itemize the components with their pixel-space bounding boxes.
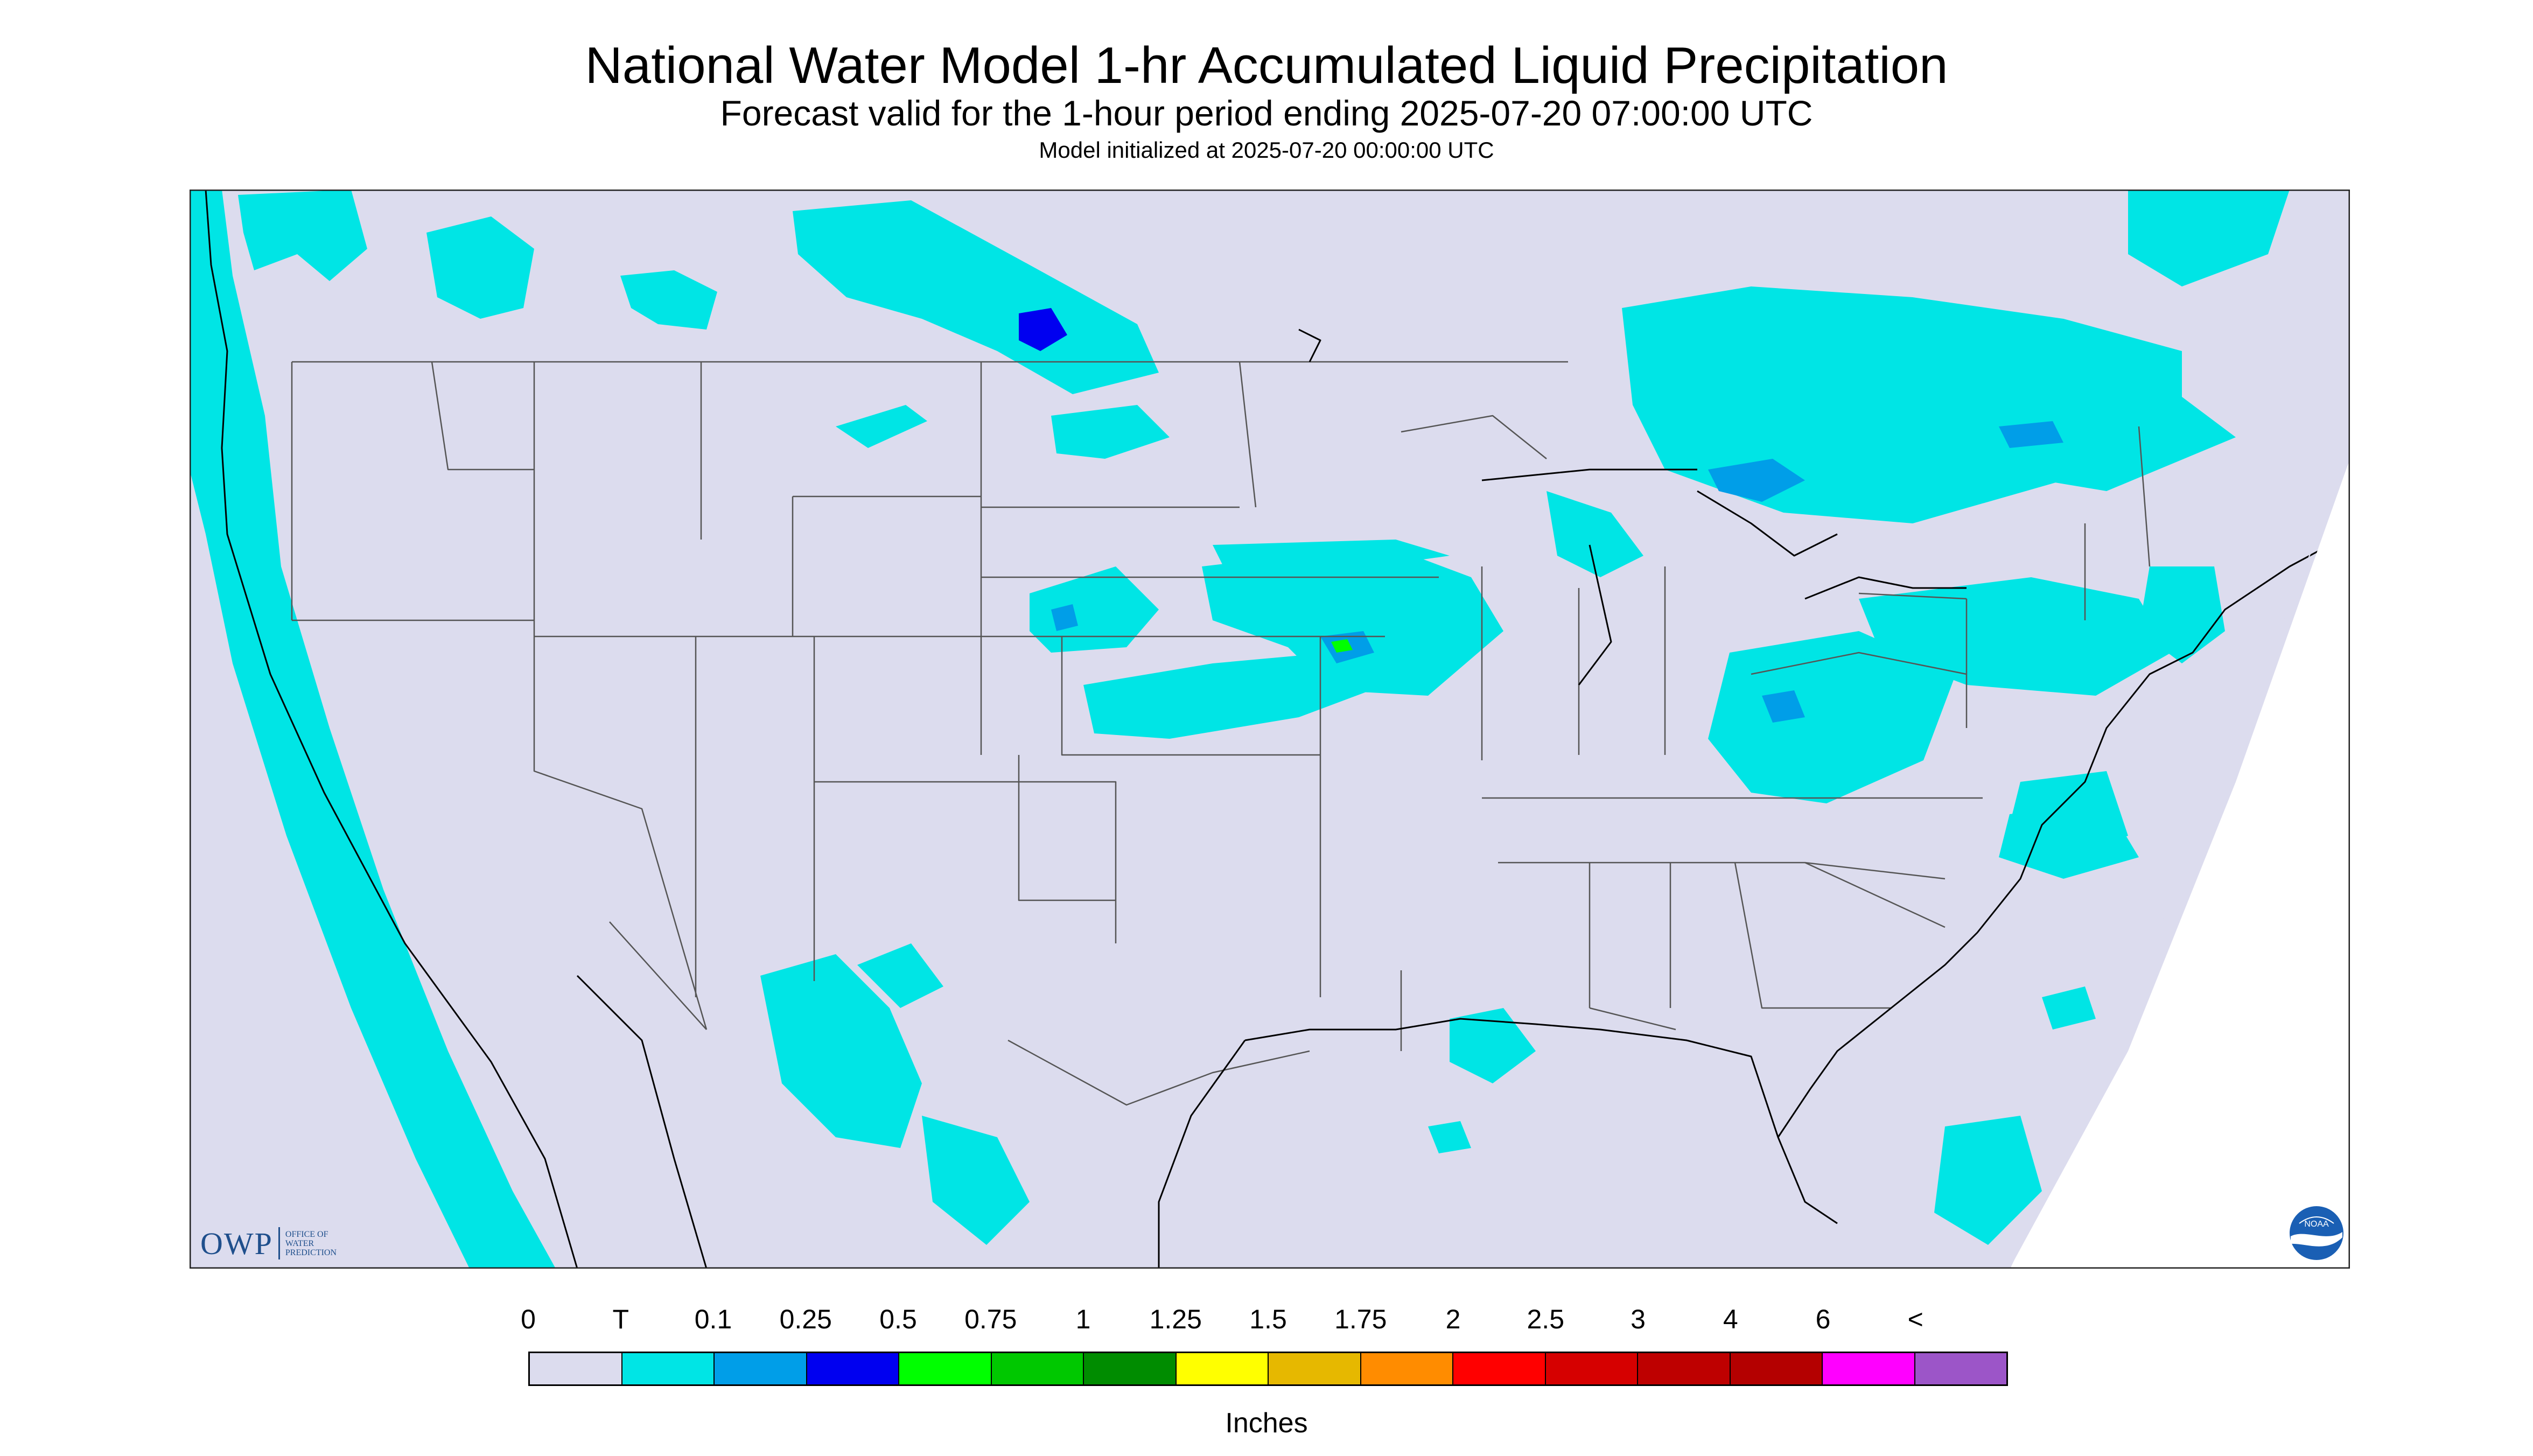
legend-tick-label: 3	[1631, 1304, 1646, 1334]
precip-mn-strip	[1213, 540, 1450, 566]
legend-tick-label: 2	[1445, 1304, 1461, 1334]
domain-mask-east	[2010, 459, 2350, 1269]
forecast-subtitle: Forecast valid for the 1-hour period end…	[720, 93, 1813, 133]
precip-pennsylvania	[1859, 577, 2171, 696]
precip-nd	[1051, 405, 1170, 459]
map-frame	[190, 190, 2350, 1269]
legend-swatch	[1269, 1353, 1361, 1384]
legend-swatch	[1176, 1353, 1269, 1384]
precip-michigan	[1547, 491, 1643, 577]
owp-logo-divider	[278, 1227, 280, 1259]
legend-tick-label: 2.5	[1527, 1304, 1565, 1334]
precip-maine	[2128, 190, 2290, 286]
legend-tick-label: 0.75	[964, 1304, 1017, 1334]
precip-carolina-coast	[1999, 803, 2139, 879]
legend-swatch	[1545, 1353, 1638, 1384]
precip-ontario-core	[1708, 459, 1805, 502]
precip-nebraska	[1030, 566, 1159, 653]
legend-tick-label: 0	[521, 1304, 536, 1334]
noaa-logo: NOAA	[2290, 1206, 2343, 1260]
legend-swatch	[807, 1353, 899, 1384]
legend-swatch	[1361, 1353, 1453, 1384]
precip-mt-streak	[836, 405, 927, 448]
precip-kansas-band	[1083, 653, 1385, 739]
legend-tick-label: T	[612, 1304, 629, 1334]
precip-gulf-coast	[1450, 1008, 1536, 1083]
precip-iowa-cell	[1331, 639, 1353, 653]
legend-swatch	[1084, 1353, 1177, 1384]
legend-swatch	[1638, 1353, 1731, 1384]
legend-tick-label: 6	[1815, 1304, 1831, 1334]
legend-swatch	[1730, 1353, 1823, 1384]
page-title: National Water Model 1-hr Accumulated Li…	[585, 37, 1948, 94]
legend-tick-label: 1.25	[1149, 1304, 1202, 1334]
precip-ohio-core	[1762, 690, 1805, 723]
precip-quebec-core	[1999, 421, 2063, 448]
color-scale-bar	[528, 1352, 2008, 1386]
precip-bc-coast	[426, 216, 534, 319]
legend-tick-label: 1	[1075, 1304, 1091, 1334]
precip-ohio	[1708, 631, 1956, 803]
precip-sonora	[922, 1116, 1030, 1245]
coastlines	[205, 190, 2350, 1269]
precip-gulf-scatter	[1428, 1121, 1471, 1153]
state-borders	[291, 361, 2151, 1106]
precip-sw-arizona	[760, 954, 922, 1148]
init-time: Model initialized at 2025-07-20 00:00:00…	[1039, 137, 1494, 163]
precip-pacific-coast	[190, 190, 556, 1269]
legend-tick-label: 0.25	[779, 1304, 832, 1334]
legend-swatch	[1453, 1353, 1546, 1384]
precip-nw-canada	[238, 190, 367, 281]
precip-saskatchewan-core	[1019, 308, 1067, 351]
legend-tick-label: 1.75	[1334, 1304, 1387, 1334]
legend-swatch	[622, 1353, 715, 1384]
precip-quebec	[1967, 373, 2236, 491]
legend-tick-label: 4	[1723, 1304, 1738, 1334]
owp-logo-text: OWP	[200, 1226, 273, 1261]
owp-logo: OWP OFFICE OF WATER PREDICTION	[200, 1226, 355, 1261]
legend-swatch	[530, 1353, 622, 1384]
owp-logo-subtext: OFFICE OF WATER PREDICTION	[285, 1229, 337, 1257]
legend-swatch	[899, 1353, 992, 1384]
legend-swatch	[715, 1353, 807, 1384]
precip-atlantic-scatter	[2042, 986, 2096, 1030]
precip-new-mexico	[857, 943, 943, 1008]
precip-saskatchewan	[793, 200, 1159, 394]
legend-tick-label: 0.5	[879, 1304, 917, 1334]
domain-mask-edge	[2009, 458, 2350, 1269]
legend-tick-label: 1.5	[1249, 1304, 1287, 1334]
precipitation-map[interactable]	[190, 190, 2350, 1269]
svg-text:NOAA: NOAA	[2304, 1220, 2329, 1229]
legend-tick-label: 0.1	[694, 1304, 732, 1334]
precip-iowa	[1202, 545, 1503, 696]
legend-swatch	[1823, 1353, 1915, 1384]
legend-swatch	[991, 1353, 1084, 1384]
legend-units: Inches	[1225, 1408, 1308, 1439]
precip-alberta	[620, 270, 717, 330]
precip-bahamas	[1934, 1116, 2042, 1245]
legend-tick-label: <	[1907, 1304, 1923, 1334]
legend-swatch	[1915, 1353, 2006, 1384]
precip-nebraska-core	[1051, 604, 1078, 631]
